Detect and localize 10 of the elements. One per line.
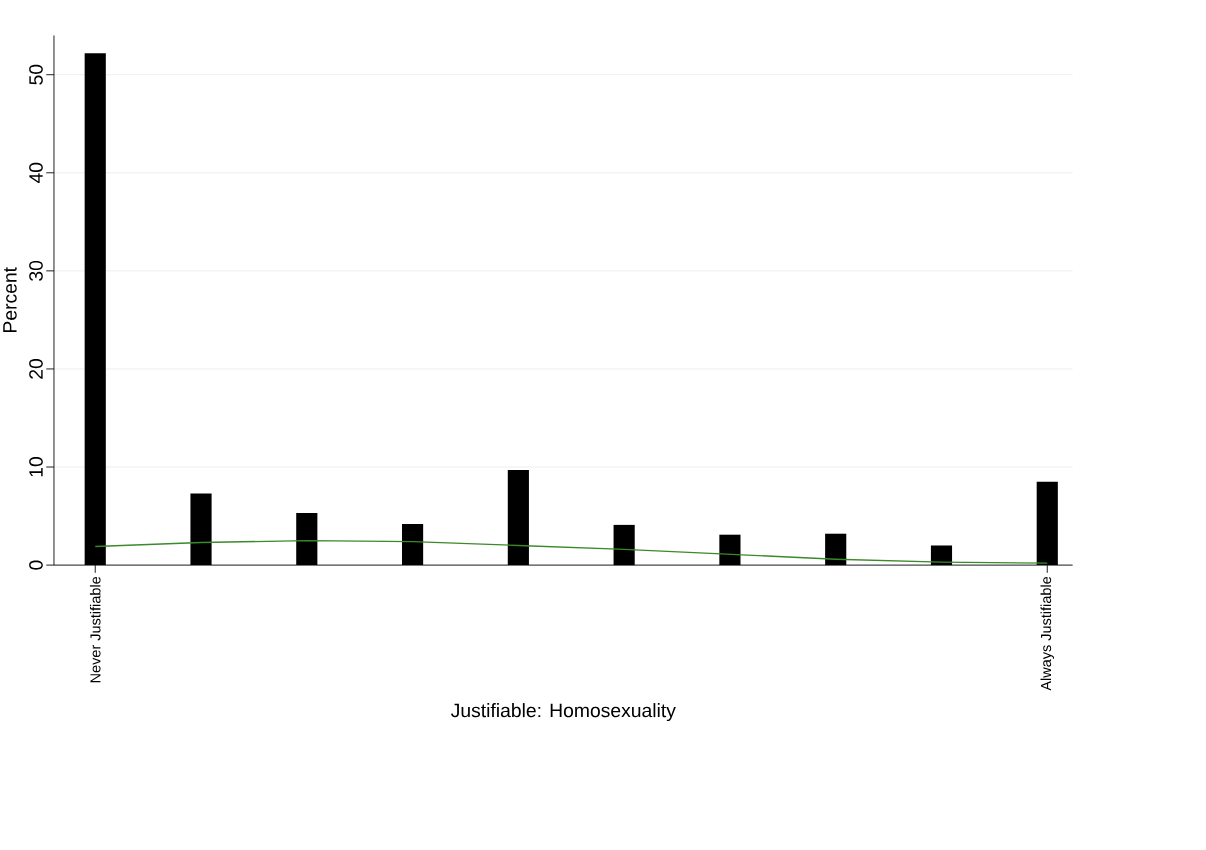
y-tick-label: 20 bbox=[29, 359, 43, 379]
y-tick-label: 30 bbox=[29, 261, 43, 282]
x-tick-label: Never Justifiable bbox=[89, 577, 101, 683]
y-tick-label: 50 bbox=[29, 64, 43, 85]
y-tick-label: 40 bbox=[29, 163, 43, 184]
y-axis-title: Percent bbox=[3, 267, 17, 333]
x-tick-label: Always Justifiable bbox=[1040, 577, 1055, 691]
y-tick-label: 10 bbox=[29, 457, 43, 477]
y-tick-label: 0 bbox=[29, 560, 43, 570]
x-axis-title: Justifiable: Homosexuality bbox=[451, 703, 676, 722]
